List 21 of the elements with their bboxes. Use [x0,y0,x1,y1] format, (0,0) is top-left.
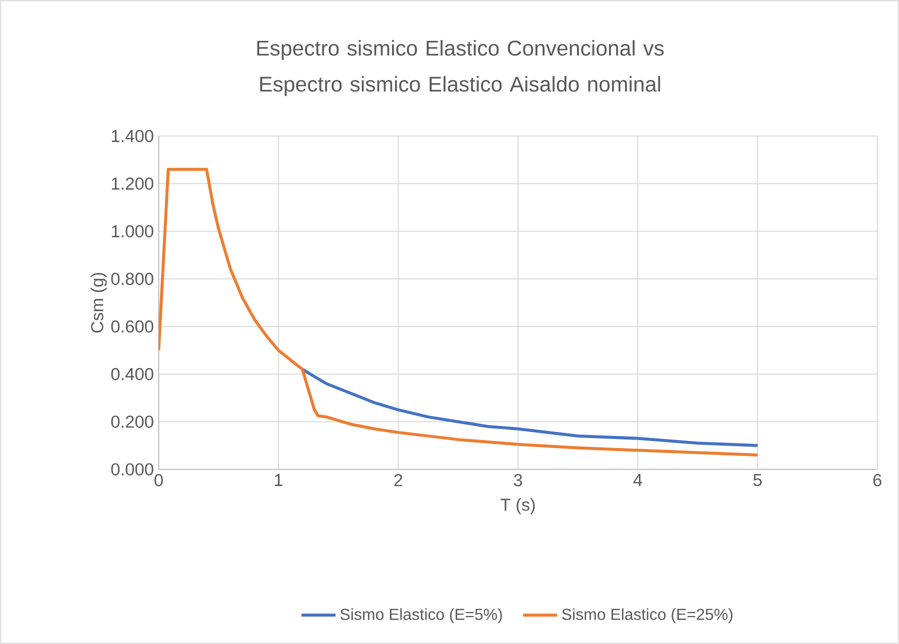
y-tick-label: 1.000 [112,225,154,238]
x-tick-label: 1 [274,474,282,486]
y-tick-label: 0.400 [111,368,154,380]
x-tick-label: 3 [514,474,522,486]
x-tick-label: 2 [394,474,402,486]
legend-label: Sismo Elastico (E=25%) [562,608,732,624]
y-tick-label: 0.000 [111,463,154,476]
chart-title: Espectro sismico Elastico Convencional vs Espectro sismico Elastico Aisaldo nominal [257,40,664,96]
x-tick-label: 6 [873,474,882,486]
x-tick-label: 4 [633,474,642,486]
x-tick-label: 0 [154,474,163,486]
y-tick-label: 1.200 [112,177,154,190]
x-axis-title: T (s) [500,498,535,514]
y-tick-label: 0.800 [111,272,154,285]
y-tick-label: 1.400 [112,130,154,142]
legend-label: Sismo Elastico (E=5%) [340,608,502,624]
y-tick-label: 0.600 [111,320,154,333]
y-tick-label: 0.200 [111,416,154,428]
x-tick-label: 5 [753,474,762,486]
y-axis-title: Csm (g) [90,272,107,333]
line-series [158,168,760,457]
